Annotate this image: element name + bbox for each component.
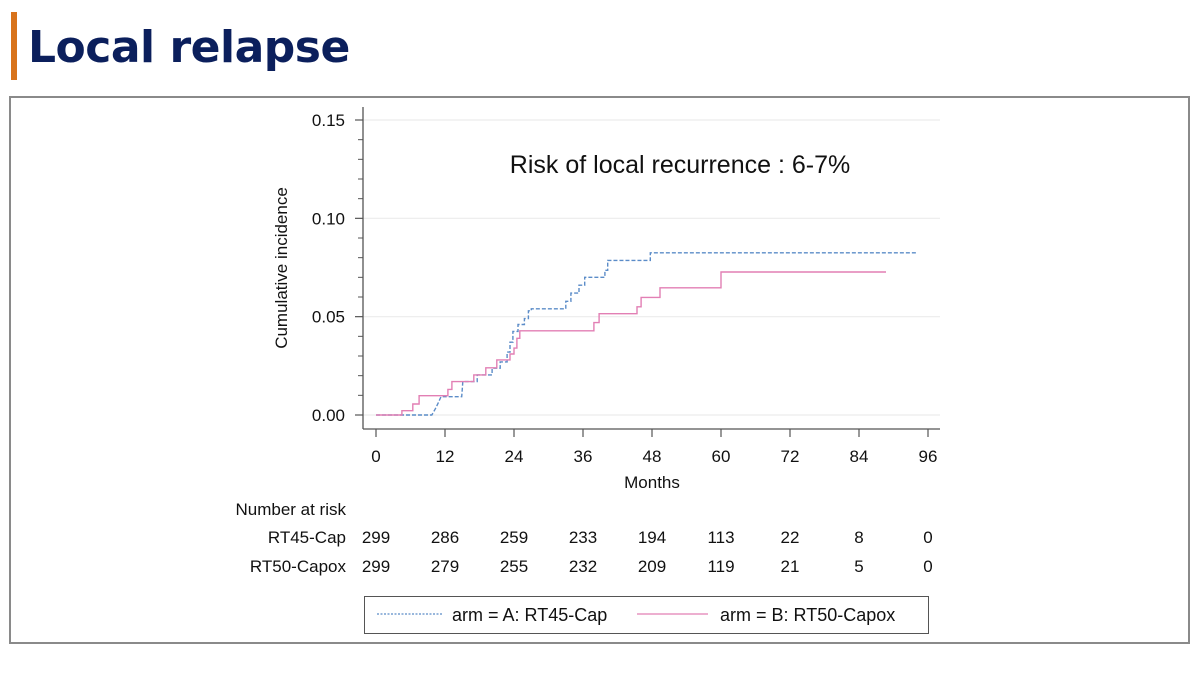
y-axis-title: Cumulative incidence [272,187,291,349]
legend-label-arm-b: arm = B: RT50-Capox [720,605,895,625]
x-axis-ticks: 0 12 24 36 48 60 72 84 96 [371,429,937,466]
slide-title: Local relapse [28,22,350,73]
risk-value: 299 [362,528,390,547]
risk-value: 233 [569,528,597,547]
x-tick-label: 96 [919,447,938,466]
risk-value: 119 [707,557,734,576]
risk-value: 286 [431,528,459,547]
risk-value: 22 [781,528,800,547]
y-tick-label: 0.05 [312,308,345,327]
x-tick-label: 24 [505,447,524,466]
series-lines [376,252,917,416]
figure-frame [9,96,1190,644]
series-line-arm-a [376,252,917,416]
legend: arm = A: RT45-Cap arm = B: RT50-Capox [364,596,929,634]
risk-value: 113 [707,528,734,547]
y-tick-label: 0.15 [312,111,345,130]
title-accent-bar [11,12,17,80]
risk-value: 0 [923,557,932,576]
risk-value: 0 [923,528,932,547]
x-axis-title: Months [624,473,680,492]
y-axis-ticks: 0.00 0.05 0.10 0.15 [312,111,363,425]
risk-value: 8 [854,528,863,547]
gridlines [363,119,940,416]
risk-value: 279 [431,557,459,576]
risk-value: 232 [569,557,597,576]
number-at-risk-table: Number at risk RT45-Cap 299 286 259 233 194 11… [235,500,932,576]
risk-table-title: Number at risk [235,500,346,519]
x-tick-label: 48 [643,447,662,466]
x-tick-label: 72 [781,447,800,466]
risk-value: 299 [362,557,390,576]
x-tick-label: 84 [850,447,869,466]
x-tick-label: 60 [712,447,731,466]
risk-value: 5 [854,557,863,576]
risk-value: 259 [500,528,528,547]
risk-value: 255 [500,557,528,576]
series-line-arm-b [376,271,886,416]
risk-value: 21 [781,557,800,576]
risk-row-label: RT45-Cap [268,528,346,547]
legend-label-arm-a: arm = A: RT45-Cap [452,605,607,625]
x-tick-label: 36 [574,447,593,466]
risk-row-label: RT50-Capox [250,557,347,576]
chart-annotation: Risk of local recurrence : 6-7% [510,151,850,179]
y-tick-label: 0.00 [312,406,345,425]
risk-value: 209 [638,557,666,576]
legend-box [364,596,929,634]
risk-value: 194 [638,528,666,547]
y-tick-label: 0.10 [312,209,345,228]
x-tick-label: 0 [371,447,380,466]
x-tick-label: 12 [436,447,455,466]
